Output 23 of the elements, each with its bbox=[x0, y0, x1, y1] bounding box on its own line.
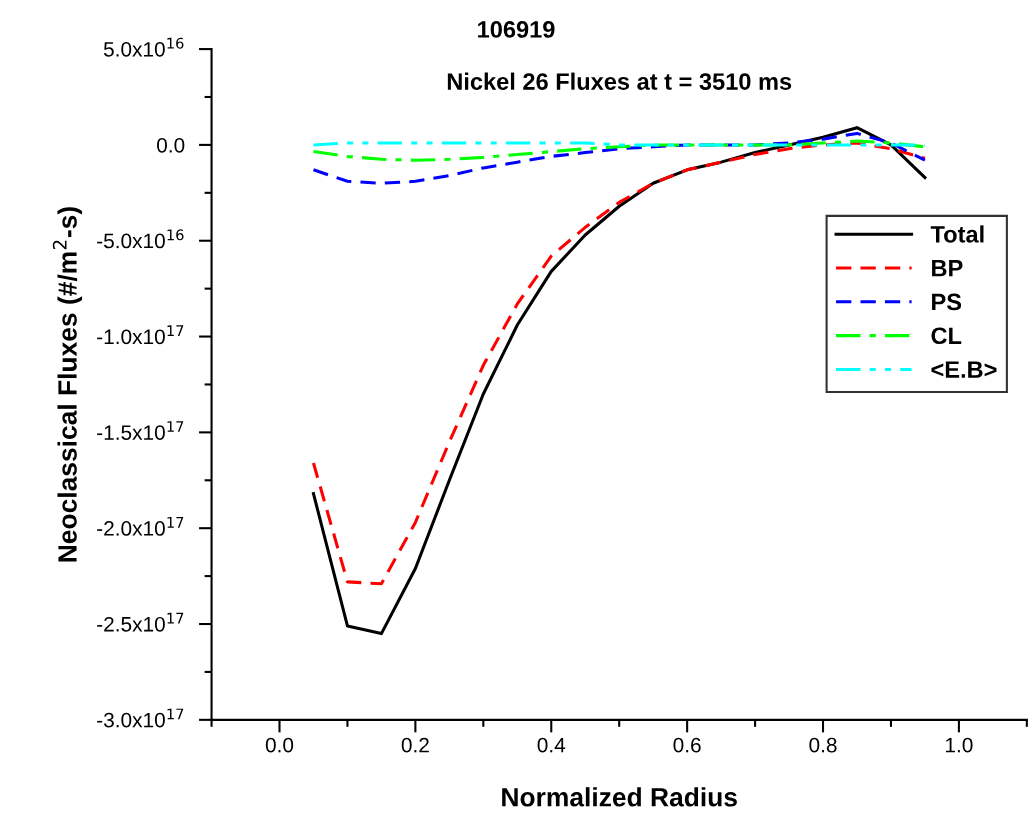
x-tick-label: 0.2 bbox=[401, 737, 429, 753]
y-tick-label: 5.0x10$^{16}$ bbox=[103, 37, 184, 57]
x-tick-label: 1.0 bbox=[946, 737, 973, 753]
y-tick-label: -1.5x10$^{17}$ bbox=[97, 421, 184, 440]
y-tick-label: 0.0 bbox=[157, 137, 185, 153]
x-tick-label: 0.8 bbox=[809, 737, 837, 753]
legend-label: <E.B> bbox=[931, 361, 997, 378]
text: Nickel 26 Fluxes at t = 3510 ms bbox=[447, 72, 792, 90]
legend-label: CL bbox=[931, 327, 962, 345]
legend-label: PS bbox=[932, 293, 962, 311]
x-tick-label: 0.4 bbox=[537, 737, 566, 753]
x-axis-title: Normalized Radius bbox=[502, 787, 737, 807]
y-tick-label: -1.0x10$^{17}$ bbox=[97, 325, 184, 345]
x-tick-label: 0.6 bbox=[673, 737, 701, 753]
y-tick-label: -3.0x10$^{17}$ bbox=[97, 708, 184, 728]
chart-title: 106919 bbox=[478, 21, 555, 38]
y-axis-title: Neoclassical Fluxes (#/m$^{2}$-s) bbox=[52, 207, 83, 562]
x-tick-label: 0.0 bbox=[265, 737, 294, 753]
y-tick-label: -5.0x10$^{16}$ bbox=[97, 229, 184, 249]
y-tick-label: -2.0x10$^{17}$ bbox=[97, 516, 184, 536]
legend-label: BP bbox=[932, 260, 963, 277]
legend-label: Total bbox=[930, 225, 984, 243]
y-tick-label: -2.5x10$^{17}$ bbox=[97, 612, 184, 632]
